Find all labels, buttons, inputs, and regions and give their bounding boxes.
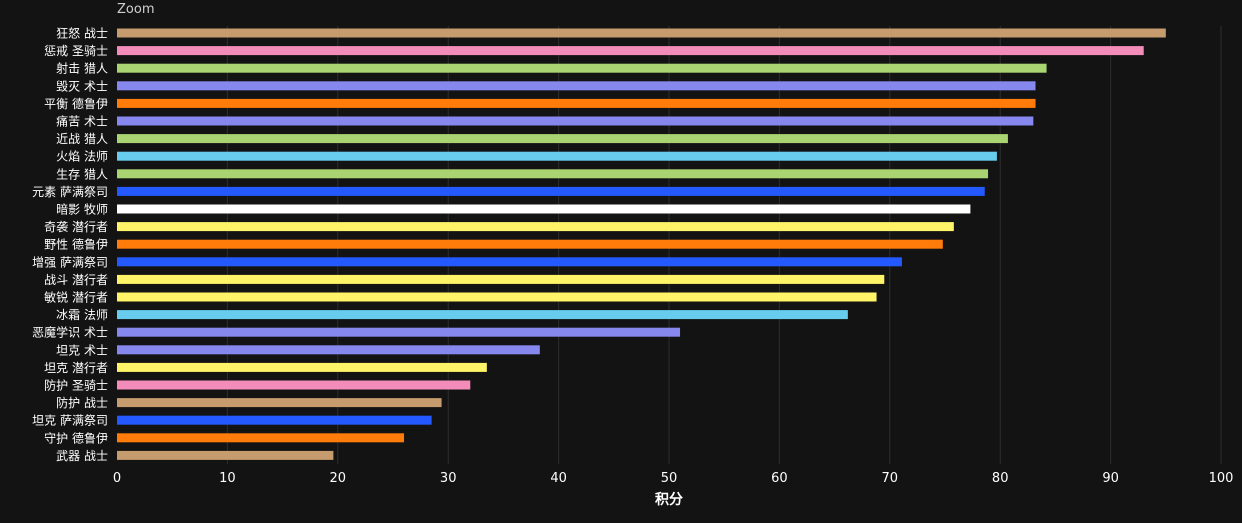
y-category-label: 防护 圣骑士 bbox=[44, 378, 108, 393]
y-category-label: 惩戒 圣骑士 bbox=[44, 44, 108, 58]
bar[interactable] bbox=[117, 450, 334, 460]
zoom-label[interactable]: Zoom bbox=[117, 2, 154, 17]
bar[interactable] bbox=[117, 380, 471, 390]
bar[interactable] bbox=[117, 63, 1047, 73]
y-category-label: 坦克 萨满祭司 bbox=[32, 414, 108, 428]
x-axis-ticks: 0 10 20 30 40 50 60 70 80 90 100 bbox=[113, 471, 1234, 486]
y-category-label: 近战 猎人 bbox=[56, 132, 108, 146]
bar[interactable] bbox=[117, 98, 1036, 108]
bar[interactable] bbox=[117, 327, 681, 337]
bar[interactable] bbox=[117, 204, 971, 214]
y-category-label: 毁灭 术士 bbox=[56, 78, 108, 93]
x-tick-label: 100 bbox=[1209, 471, 1234, 486]
bar[interactable] bbox=[117, 46, 1144, 56]
x-tick-label: 60 bbox=[771, 471, 788, 486]
y-category-label: 坦克 潜行者 bbox=[44, 361, 108, 375]
bar[interactable] bbox=[117, 116, 1034, 126]
y-category-label: 生存 猎人 bbox=[56, 167, 108, 181]
x-tick-label: 30 bbox=[440, 471, 457, 486]
bar[interactable] bbox=[117, 398, 442, 408]
y-category-label: 武器 战士 bbox=[56, 449, 108, 463]
bar[interactable] bbox=[117, 274, 885, 284]
y-category-label: 射击 猎人 bbox=[56, 61, 108, 76]
y-category-label: 痛苦 术士 bbox=[56, 114, 108, 129]
bar[interactable] bbox=[117, 345, 540, 355]
y-category-label: 战斗 潜行者 bbox=[44, 273, 108, 287]
y-category-label: 野性 德鲁伊 bbox=[44, 237, 108, 252]
y-category-label: 恶魔学识 术士 bbox=[32, 325, 108, 340]
x-tick-label: 90 bbox=[1102, 471, 1119, 486]
bar[interactable] bbox=[117, 28, 1166, 38]
y-category-label: 狂怒 战士 bbox=[56, 26, 108, 41]
bar[interactable] bbox=[117, 310, 848, 320]
bar[interactable] bbox=[117, 433, 405, 443]
x-tick-label: 10 bbox=[219, 471, 236, 486]
x-tick-label: 80 bbox=[992, 471, 1009, 486]
x-tick-label: 40 bbox=[550, 471, 567, 486]
bar[interactable] bbox=[117, 151, 997, 161]
y-category-label: 暗影 牧师 bbox=[56, 202, 108, 217]
bar[interactable] bbox=[117, 239, 943, 249]
y-category-label: 火焰 法师 bbox=[56, 149, 108, 164]
x-tick-label: 0 bbox=[113, 471, 121, 486]
x-tick-label: 70 bbox=[882, 471, 899, 486]
y-category-label: 平衡 德鲁伊 bbox=[44, 96, 108, 111]
bar[interactable] bbox=[117, 169, 989, 179]
x-tick-label: 50 bbox=[661, 471, 678, 486]
bar[interactable] bbox=[117, 292, 877, 302]
y-category-label: 奇袭 潜行者 bbox=[44, 219, 108, 234]
bar[interactable] bbox=[117, 186, 985, 196]
bar[interactable] bbox=[117, 134, 1008, 144]
y-category-label: 元素 萨满祭司 bbox=[32, 185, 108, 199]
y-category-label: 冰霜 法师 bbox=[56, 308, 108, 322]
bar[interactable] bbox=[117, 415, 432, 425]
bars bbox=[117, 28, 1166, 460]
bar[interactable] bbox=[117, 257, 902, 267]
x-axis-title: 积分 bbox=[655, 491, 683, 508]
y-category-label: 增强 萨满祭司 bbox=[32, 255, 108, 269]
y-category-label: 敏锐 潜行者 bbox=[44, 290, 108, 305]
x-tick-label: 20 bbox=[330, 471, 347, 486]
bar[interactable] bbox=[117, 222, 954, 232]
bar[interactable] bbox=[117, 362, 487, 372]
y-category-label: 防护 战士 bbox=[56, 395, 108, 410]
y-category-label: 守护 德鲁伊 bbox=[44, 430, 108, 445]
bar[interactable] bbox=[117, 81, 1036, 91]
y-category-label: 坦克 术士 bbox=[56, 343, 108, 357]
